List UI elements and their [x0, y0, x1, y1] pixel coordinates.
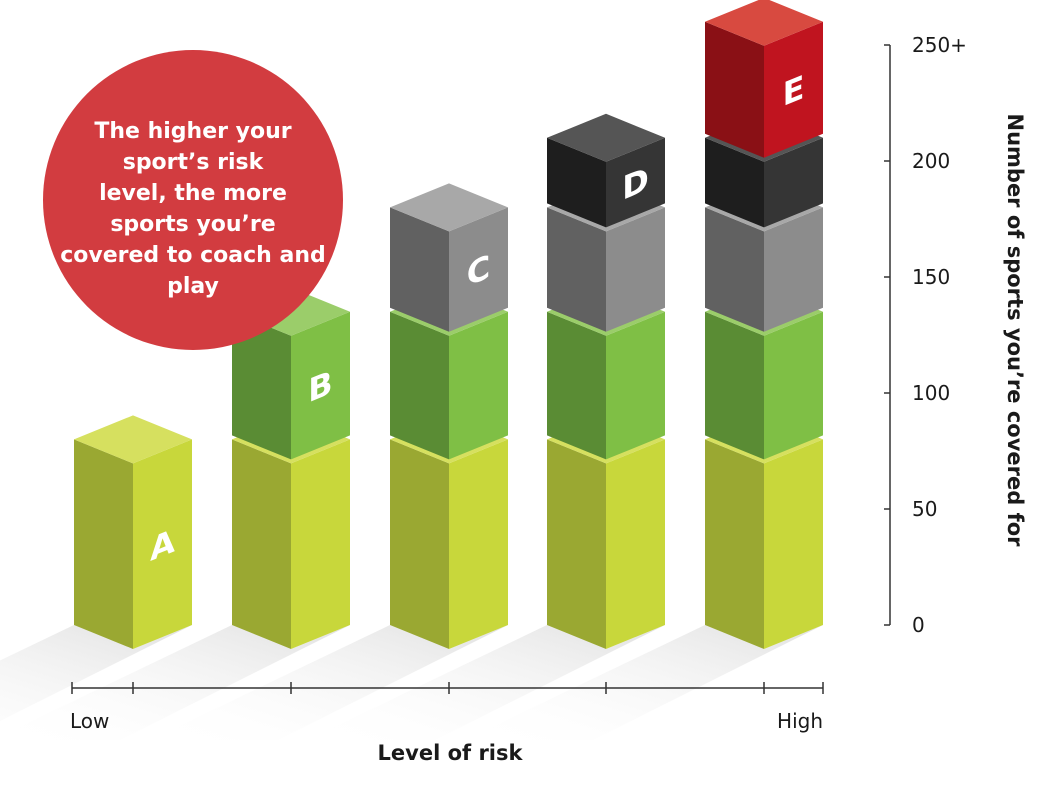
bar-face-left	[547, 439, 606, 649]
y-tick-label: 50	[912, 497, 937, 521]
bar-face-left	[705, 439, 764, 649]
bar-face-right	[133, 439, 192, 649]
x-axis-low-label: Low	[70, 709, 109, 733]
bar-face-right	[764, 21, 823, 158]
bar-face-left	[232, 439, 291, 649]
bar-face-left	[547, 137, 606, 228]
bar-shadow	[0, 625, 350, 740]
y-tick-label: 150	[912, 265, 950, 289]
bar-face-right	[606, 137, 665, 228]
bar-face-left	[705, 137, 764, 228]
bar-face-left	[547, 207, 606, 332]
bar-shadow	[307, 625, 665, 740]
bar-shadow	[465, 625, 823, 740]
bar-face-left	[390, 439, 449, 649]
y-tick-label: 200	[912, 149, 950, 173]
bar-segment-e: E	[705, 0, 823, 158]
x-axis-title: Level of risk	[378, 741, 524, 765]
bar-shadow	[150, 625, 508, 740]
bar-face-top	[547, 113, 665, 162]
bar-face-right	[449, 311, 508, 460]
bar-face-right	[606, 207, 665, 332]
callout-circle	[43, 50, 343, 350]
bar-face-left	[547, 311, 606, 460]
y-axis: 0 50 100 150 200 250+	[884, 33, 967, 637]
bar-label-c: C	[467, 247, 490, 294]
bar-face-right	[449, 439, 508, 649]
bar-face-right	[291, 311, 350, 460]
callout-line: sport’s risk	[123, 150, 265, 175]
bar-face-right	[764, 137, 823, 228]
y-tick-label: 100	[912, 381, 950, 405]
bar-face-left	[705, 207, 764, 332]
bar-face-right	[606, 311, 665, 460]
callout-line: sports you’re	[110, 212, 275, 237]
bar-segment-c: C	[390, 183, 508, 332]
bar-face-right	[764, 311, 823, 460]
bar-face-right	[449, 207, 508, 332]
bar-face-top	[390, 183, 508, 232]
bar-face-right	[764, 207, 823, 332]
bar-face-right	[291, 439, 350, 649]
bar-shadow	[0, 625, 192, 721]
bar-face-left	[232, 311, 291, 460]
bar-face-right	[764, 439, 823, 649]
bar-segment-d: D	[547, 113, 665, 228]
bar-face-left	[705, 311, 764, 460]
callout-line: The higher your	[94, 119, 291, 144]
x-axis: Low High Level of risk	[70, 682, 824, 765]
bar-face-left	[390, 207, 449, 332]
bar-segment-d	[705, 113, 823, 228]
callout-text: The higher your sport’s risk level, the mo…	[60, 119, 326, 299]
callout-line: covered to coach and	[60, 243, 326, 268]
callout: The higher your sport’s risk level, the mo…	[43, 50, 343, 350]
bar-face-top	[705, 0, 823, 46]
bar-face-top	[74, 415, 192, 464]
callout-line: level, the more	[99, 181, 287, 206]
x-axis-high-label: High	[777, 709, 823, 733]
bar-shadows	[0, 625, 823, 740]
y-tick-label: 0	[912, 613, 925, 637]
bar-face-right	[606, 439, 665, 649]
callout-line: play	[167, 274, 219, 299]
y-tick-label: 250+	[912, 33, 967, 57]
bar-face-left	[74, 439, 133, 649]
bar-face-left	[705, 21, 764, 158]
bar-segment-a: A	[74, 415, 192, 649]
bar-label-e: E	[783, 68, 805, 114]
y-axis-title: Number of sports you’re covered for	[1003, 113, 1027, 547]
bar-face-left	[390, 311, 449, 460]
